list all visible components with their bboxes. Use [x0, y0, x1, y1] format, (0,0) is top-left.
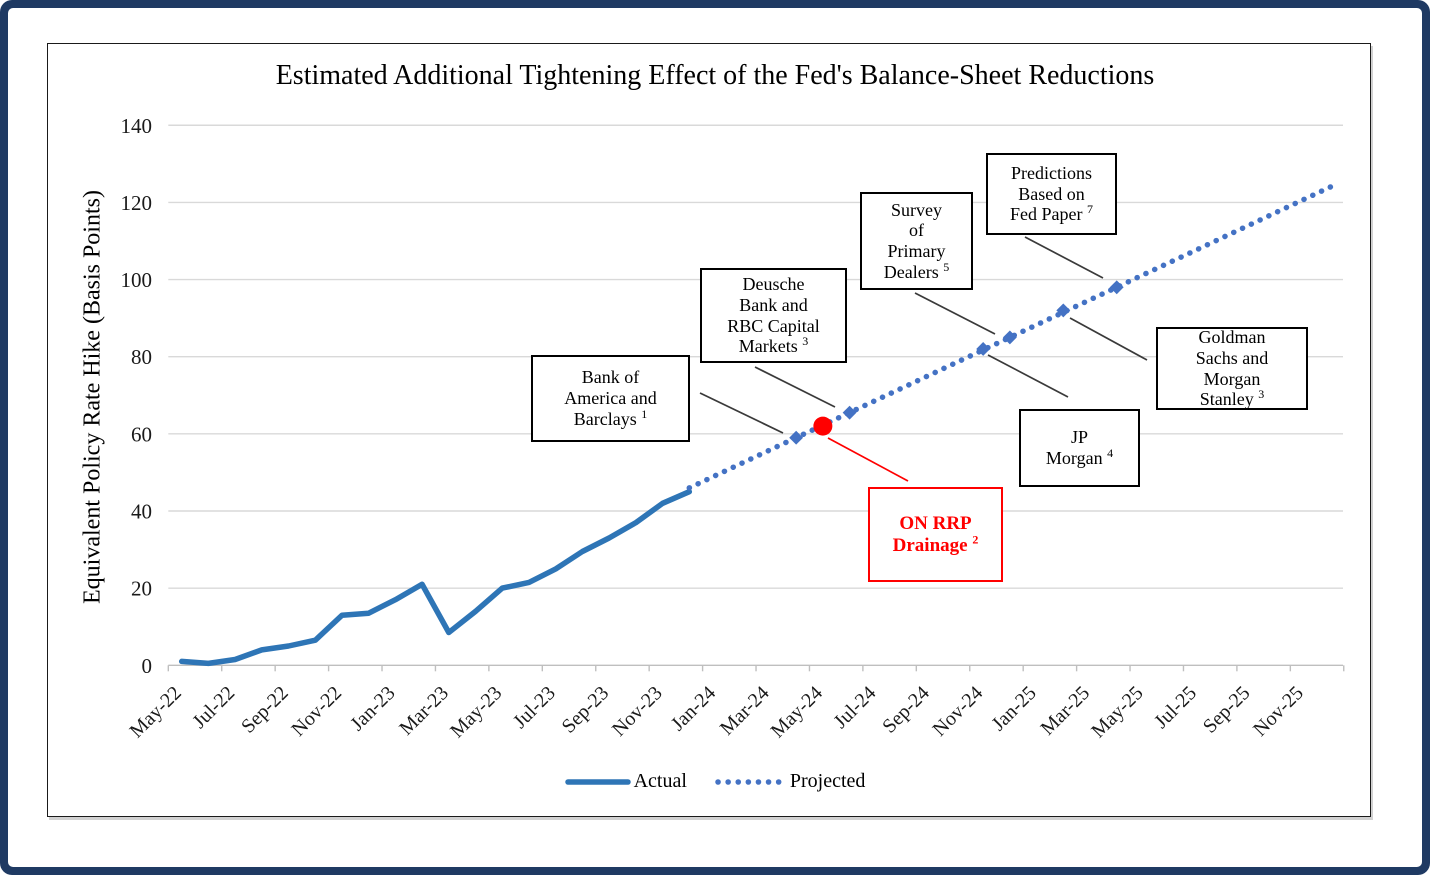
leader-line [1069, 317, 1148, 361]
annotation-box-goldman: Goldman Sachs and Morgan Stanley 3 [1156, 327, 1308, 410]
x-tick-label: Sep-24 [878, 682, 934, 738]
x-tick-label: May-24 [767, 682, 827, 742]
x-tick-label: Nov-25 [1249, 682, 1308, 741]
x-tick-label: Sep-23 [558, 682, 614, 738]
chart-panel: Estimated Additional Tightening Effect o… [8, 8, 1422, 867]
actual-line [178, 488, 693, 667]
x-tick-label: Sep-25 [1199, 682, 1255, 738]
legend-swatch-solid-line [564, 778, 631, 785]
onrrp-marker-dot [813, 416, 833, 436]
y-tick-label: 140 [121, 114, 153, 138]
x-tick-label: May-25 [1087, 682, 1147, 742]
leader-line [1024, 236, 1104, 279]
forecast-marker-diamond [789, 430, 804, 445]
x-tick-label: May-22 [125, 682, 185, 742]
x-tick-label: Jan-24 [667, 682, 720, 735]
annotation-box-predictions: Predictions Based on Fed Paper 7 [986, 153, 1117, 235]
leader-line [987, 354, 1069, 398]
legend: Actual Projected [8, 770, 1422, 793]
leader-line [699, 392, 784, 434]
x-tick-label: Mar-24 [716, 682, 774, 740]
annotation-box-jpm: JP Morgan 4 [1019, 409, 1140, 487]
leader-line-red [827, 437, 909, 482]
x-tick-label: Jul-23 [509, 682, 560, 733]
y-tick-label: 120 [121, 191, 153, 215]
x-tick-label: Mar-25 [1036, 682, 1094, 740]
x-tick-label: Jul-24 [830, 682, 881, 733]
x-tick-label: Nov-23 [608, 682, 667, 741]
x-tick-label: Jan-25 [987, 682, 1040, 735]
chart-border [47, 43, 1371, 817]
legend-swatch-dotted-line [715, 778, 785, 785]
annotation-footnote: 2 [972, 532, 979, 547]
legend-item-projected: Projected [713, 770, 866, 793]
y-tick-label: 40 [131, 500, 152, 524]
annotation-box-deusche: Deusche Bank and RBC Capital Markets 3 [700, 268, 847, 363]
annotation-footnote: 3 [802, 334, 809, 349]
annotation-footnote: 5 [943, 259, 950, 274]
annotation-footnote: 3 [1258, 387, 1265, 402]
annotation-box-survey: Survey of Primary Dealers 5 [860, 192, 973, 290]
leader-line [754, 366, 836, 408]
x-tick-label: Jan-23 [346, 682, 399, 735]
y-tick-label: 20 [131, 577, 152, 601]
forecast-marker-diamond [1002, 330, 1017, 345]
annotation-box-bofa: Bank of America and Barclays 1 [531, 355, 690, 442]
forecast-marker-diamond [976, 342, 991, 356]
x-tick-label: Mar-23 [395, 682, 453, 740]
legend-item-actual: Actual [564, 770, 687, 793]
leader-line [914, 292, 996, 335]
y-tick-label: 0 [142, 654, 153, 678]
y-tick-label: 100 [121, 268, 153, 292]
annotation-box-rrp: ON RRP Drainage 2 [868, 487, 1003, 582]
x-tick-label: May-23 [446, 682, 506, 742]
y-tick-label: 60 [131, 422, 152, 446]
x-tick-label: Nov-24 [929, 682, 988, 741]
x-tick-label: Jul-25 [1150, 682, 1201, 733]
x-tick-label: Jul-22 [188, 682, 239, 733]
annotation-footnote: 7 [1086, 202, 1093, 217]
legend-label-projected: Projected [789, 770, 866, 792]
annotation-footnote: 1 [641, 406, 648, 421]
x-tick-label: Sep-22 [237, 682, 293, 738]
annotation-footnote: 4 [1107, 446, 1114, 460]
chart-title: Estimated Additional Tightening Effect o… [275, 60, 1155, 91]
y-tick-label: 80 [131, 345, 152, 369]
x-tick-label: Nov-22 [287, 682, 346, 741]
legend-label-actual: Actual [633, 770, 687, 792]
forecast-marker-diamond [842, 405, 857, 420]
